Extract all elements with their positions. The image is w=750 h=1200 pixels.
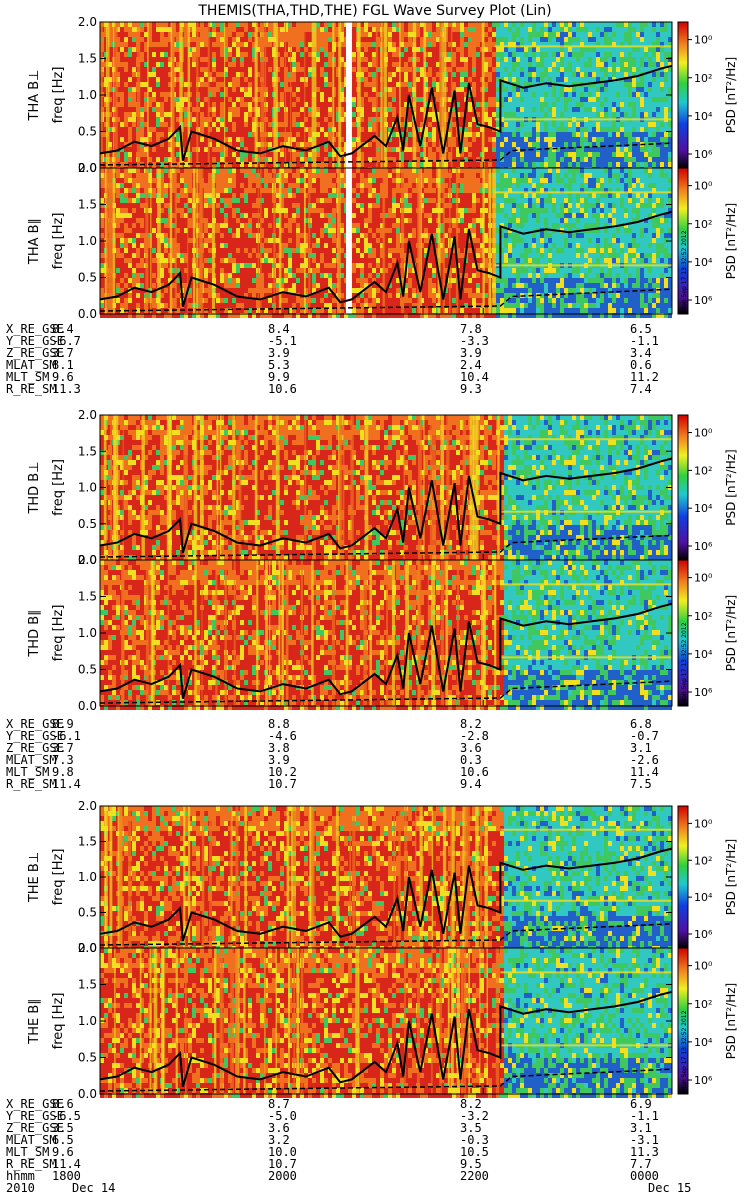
colorbar-tick-label: 10⁰ bbox=[694, 427, 713, 440]
colorbar-tick-label: 10⁶ bbox=[694, 294, 713, 307]
panel-label: THA B∥ bbox=[27, 218, 42, 265]
panel-3: 0.0 0.5 1.0 1.5 2.0 THD B∥ freq [Hz] 10⁶ 10⁴ 10² 1… bbox=[27, 553, 738, 713]
colorbar-tick-label: 10⁰ bbox=[694, 180, 713, 193]
colorbar-tick-label: 10² bbox=[694, 72, 712, 85]
ephem-value: 11.3 bbox=[52, 383, 81, 396]
ephem-value: 10.6 bbox=[268, 383, 297, 396]
colorbar-tick-label: 10⁰ bbox=[694, 34, 713, 47]
date-left-label: Dec 14 bbox=[72, 1182, 115, 1195]
y-tick-label: 2.0 bbox=[78, 553, 97, 567]
panel-label: THD B⊥ bbox=[27, 461, 42, 514]
colorbar-label: PSD [nT²/Hz] bbox=[724, 57, 738, 133]
colorbar-tick-label: 10⁴ bbox=[694, 891, 713, 904]
colorbar-tick-label: 10⁴ bbox=[694, 1036, 713, 1049]
ephem-row: R_RE_SM 11.4 10.7 9.4 7.5 bbox=[0, 778, 750, 791]
y-tick-label: 2.0 bbox=[78, 161, 97, 175]
y-tick-label: 2.0 bbox=[78, 941, 97, 955]
colorbar-tick-label: 10⁶ bbox=[694, 540, 713, 553]
y-tick-label: 0.5 bbox=[78, 271, 97, 285]
y-tick-label: 1.0 bbox=[78, 870, 97, 884]
y-tick-label: 1.5 bbox=[78, 52, 97, 66]
colorbar-label: PSD [nT²/Hz] bbox=[724, 203, 738, 279]
colorbar-label: PSD [nT²/Hz] bbox=[724, 449, 738, 525]
colorbar-label: PSD [nT²/Hz] bbox=[724, 595, 738, 671]
y-tick-label: 1.0 bbox=[78, 626, 97, 640]
ephem-row: R_RE_SM 11.3 10.6 9.3 7.4 bbox=[0, 383, 750, 396]
y-tick-label: 1.0 bbox=[78, 234, 97, 248]
year-label: 2010 bbox=[6, 1182, 35, 1195]
ephem-value: 11.4 bbox=[52, 778, 81, 791]
colorbar-tick-label: 10⁶ bbox=[694, 1074, 713, 1087]
y-tick-label: 1.5 bbox=[78, 590, 97, 604]
colorbar-tick-label: 10² bbox=[694, 218, 712, 231]
y-axis-label: freq [Hz] bbox=[51, 993, 66, 1050]
ephem-row-label: R_RE_SM bbox=[6, 383, 57, 396]
panel-label: THA B⊥ bbox=[27, 70, 42, 122]
y-tick-label: 1.5 bbox=[78, 198, 97, 212]
timestamp-stamp: Mon Sep 17 13:32:52 2012 bbox=[681, 230, 688, 312]
y-tick-label: 0.5 bbox=[78, 663, 97, 677]
colorbar-tick-label: 10⁰ bbox=[694, 817, 713, 830]
y-axis-label: freq [Hz] bbox=[51, 605, 66, 662]
colorbar-tick-label: 10² bbox=[694, 854, 712, 867]
y-tick-label: 1.0 bbox=[78, 1014, 97, 1028]
colorbar-tick-label: 10² bbox=[694, 998, 712, 1011]
y-tick-label: 0.5 bbox=[78, 906, 97, 920]
colorbar-tick-label: 10⁶ bbox=[694, 686, 713, 699]
y-axis-label: freq [Hz] bbox=[51, 459, 66, 516]
y-axis-label: freq [Hz] bbox=[51, 213, 66, 270]
y-axis-label: freq [Hz] bbox=[51, 67, 66, 124]
y-tick-label: 0.0 bbox=[78, 307, 97, 321]
ephem-value: 9.3 bbox=[460, 383, 482, 396]
colorbar-tick-label: 10⁶ bbox=[694, 928, 713, 941]
colorbar-label: PSD [nT²/Hz] bbox=[724, 983, 738, 1059]
date-right-label: Dec 15 bbox=[648, 1182, 691, 1195]
ephem-row-label: R_RE_SM bbox=[6, 778, 57, 791]
colorbar-tick-label: 10² bbox=[694, 464, 712, 477]
ephem-value: 2200 bbox=[460, 1170, 489, 1183]
y-tick-label: 1.0 bbox=[78, 481, 97, 495]
y-tick-label: 1.0 bbox=[78, 88, 97, 102]
y-tick-label: 0.5 bbox=[78, 125, 97, 139]
y-tick-label: 2.0 bbox=[78, 799, 97, 813]
panel-1: 0.0 0.5 1.0 1.5 2.0 THA B∥ freq [Hz] 10⁶ 10⁴ 10² 1… bbox=[27, 161, 738, 321]
ephem-value: 7.4 bbox=[630, 383, 652, 396]
y-tick-label: 1.5 bbox=[78, 444, 97, 458]
timestamp-stamp: Mon Sep 17 13:32:52 2012 bbox=[681, 622, 688, 704]
y-tick-label: 1.5 bbox=[78, 835, 97, 849]
colorbar-tick-label: 10⁴ bbox=[694, 648, 713, 661]
spectrogram-panels: 0.0 0.5 1.0 1.5 2.0 THA B⊥ freq [Hz] 10⁶ 10⁴ 10² 1… bbox=[0, 0, 750, 1200]
colorbar-tick-label: 10⁶ bbox=[694, 148, 713, 161]
ephem-value: 2000 bbox=[268, 1170, 297, 1183]
y-axis-label: freq [Hz] bbox=[51, 849, 66, 906]
panel-label: THE B∥ bbox=[27, 998, 42, 1044]
y-tick-label: 0.5 bbox=[78, 1051, 97, 1065]
colorbar-tick-label: 10⁴ bbox=[694, 110, 713, 123]
colorbar-tick-label: 10⁰ bbox=[694, 572, 713, 585]
timestamp-stamp: Mon Sep 17 13:32:52 2012 bbox=[681, 1010, 688, 1092]
colorbar-tick-label: 10² bbox=[694, 610, 712, 623]
colorbar-tick-label: 10⁴ bbox=[694, 256, 713, 269]
panel-label: THD B∥ bbox=[27, 609, 42, 657]
ephem-value: 10.7 bbox=[268, 778, 297, 791]
ephem-value: 9.4 bbox=[460, 778, 482, 791]
panel-label: THE B⊥ bbox=[27, 852, 42, 903]
y-tick-label: 1.5 bbox=[78, 978, 97, 992]
y-tick-label: 2.0 bbox=[78, 15, 97, 29]
colorbar-label: PSD [nT²/Hz] bbox=[724, 839, 738, 915]
y-tick-label: 0.0 bbox=[78, 699, 97, 713]
colorbar-tick-label: 10⁰ bbox=[694, 960, 713, 973]
y-tick-label: 0.5 bbox=[78, 517, 97, 531]
y-tick-label: 2.0 bbox=[78, 408, 97, 422]
ephem-value: 7.5 bbox=[630, 778, 652, 791]
colorbar-tick-label: 10⁴ bbox=[694, 502, 713, 515]
